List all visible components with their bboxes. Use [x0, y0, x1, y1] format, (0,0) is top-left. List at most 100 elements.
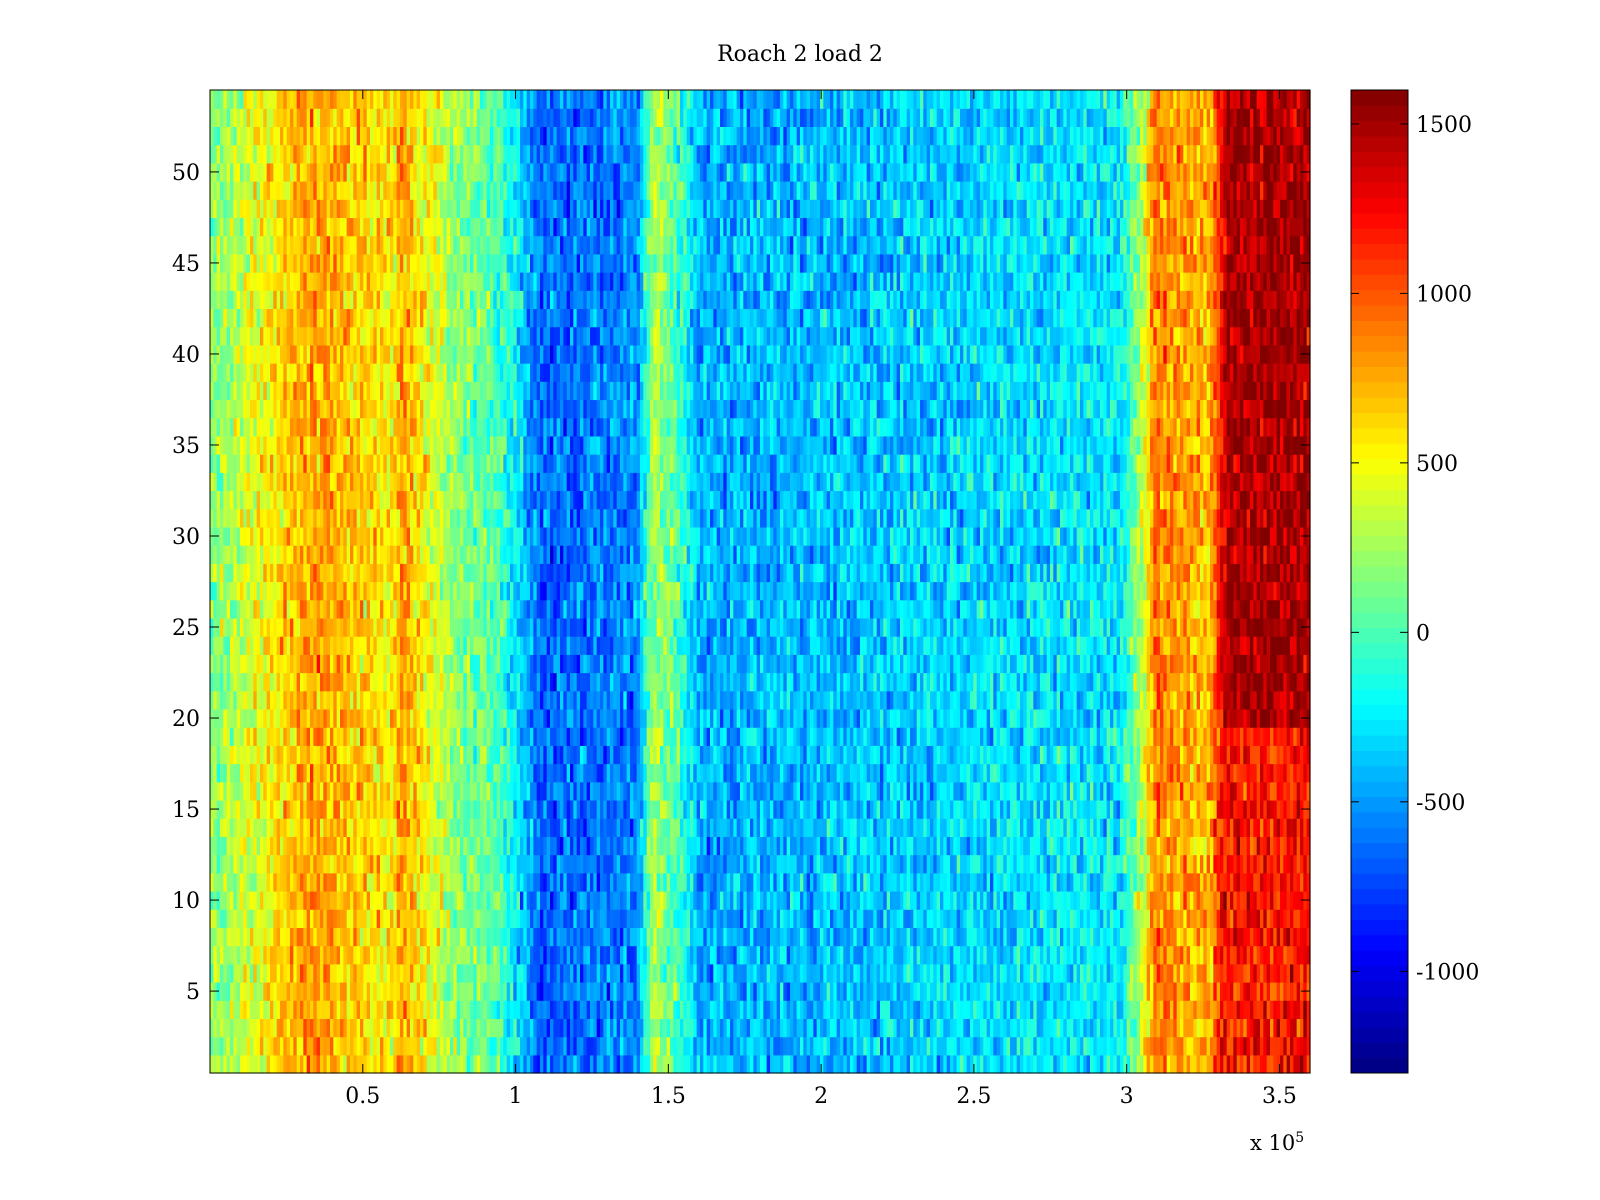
heatmap-cell [1210, 836, 1214, 856]
heatmap-cell [600, 854, 604, 874]
heatmap-cell [1036, 890, 1041, 910]
heatmap-cell [603, 872, 608, 892]
heatmap-cell [1290, 1036, 1294, 1056]
heatmap-cell [746, 1054, 751, 1074]
heatmap-cell [470, 854, 474, 874]
heatmap-cell [396, 981, 401, 1001]
heatmap-cell [1033, 890, 1038, 910]
heatmap-cell [310, 1000, 314, 1019]
heatmap-cell [293, 963, 298, 983]
heatmap-cell [840, 890, 844, 910]
heatmap-cell [846, 1018, 851, 1038]
heatmap-cell [353, 818, 358, 837]
heatmap-cell [413, 1054, 418, 1074]
heatmap-cell [506, 909, 511, 928]
heatmap-cell [376, 818, 381, 837]
heatmap-cell [666, 1000, 671, 1019]
heatmap-cell [1090, 854, 1094, 874]
heatmap-cell [1190, 890, 1194, 910]
heatmap-cell [1113, 854, 1118, 874]
heatmap-cell [930, 927, 934, 947]
heatmap-cell [1270, 1000, 1274, 1019]
heatmap-cell [323, 945, 328, 965]
heatmap-cell [976, 981, 981, 1001]
heatmap-cell [300, 945, 304, 965]
heatmap-cell [480, 854, 484, 874]
heatmap-cell [736, 1054, 741, 1074]
heatmap-cell [1276, 927, 1281, 947]
heatmap-cell [386, 945, 391, 965]
heatmap-cell [683, 981, 688, 1001]
heatmap-cell [353, 927, 358, 947]
heatmap-cell [493, 945, 498, 965]
heatmap-cell [430, 1036, 434, 1056]
heatmap-cell [1116, 927, 1121, 947]
heatmap-cell [956, 1018, 961, 1038]
heatmap-cell [880, 1054, 884, 1074]
heatmap-cell [1236, 963, 1241, 983]
heatmap-cell [903, 836, 908, 856]
heatmap-cell [526, 909, 531, 928]
heatmap-cell [606, 1000, 611, 1019]
heatmap-cell [560, 1000, 564, 1019]
heatmap-cell [1026, 872, 1031, 892]
heatmap-cell [246, 1036, 251, 1056]
heatmap-cell [303, 890, 308, 910]
heatmap-cell [400, 1018, 404, 1038]
heatmap-cell [860, 963, 864, 983]
heatmap-cell [1110, 909, 1114, 928]
heatmap-cell [273, 1054, 278, 1074]
heatmap-cell [916, 1054, 921, 1074]
heatmap-cell [813, 1018, 818, 1038]
heatmap-cell [336, 981, 341, 1001]
heatmap-cell [1253, 981, 1258, 1001]
heatmap-cell [300, 872, 304, 892]
heatmap-cell [1013, 945, 1018, 965]
heatmap-cell [750, 963, 754, 983]
heatmap-cell [903, 963, 908, 983]
heatmap-cell [336, 872, 341, 892]
heatmap-cell [623, 836, 628, 856]
heatmap-cell [906, 836, 911, 856]
heatmap-cell [316, 1036, 321, 1056]
heatmap-cell [1263, 1018, 1268, 1038]
heatmap-cell [1003, 1036, 1008, 1056]
heatmap-cell [956, 1054, 961, 1074]
heatmap-cell [983, 854, 988, 874]
heatmap-cell [793, 836, 798, 856]
heatmap-cell [900, 963, 904, 983]
heatmap-cell [493, 1018, 498, 1038]
heatmap-cell [946, 854, 951, 874]
heatmap-cell [213, 1036, 218, 1056]
heatmap-cell [980, 836, 984, 856]
heatmap-cell [830, 1000, 834, 1019]
heatmap-cell [733, 1054, 738, 1074]
heatmap-cell [270, 927, 274, 947]
heatmap-cell [586, 981, 591, 1001]
heatmap-cell [1016, 1018, 1021, 1038]
heatmap-cell [493, 909, 498, 928]
heatmap-cell [1270, 963, 1274, 983]
heatmap-cell [306, 945, 311, 965]
heatmap-cell [466, 927, 471, 947]
heatmap-cell [686, 981, 691, 1001]
heatmap-cell [866, 854, 871, 874]
heatmap-cell [286, 945, 291, 965]
heatmap-cell [1026, 890, 1031, 910]
heatmap-cell [450, 854, 454, 874]
heatmap-cell [663, 909, 668, 928]
heatmap-cell [510, 963, 514, 983]
heatmap-cell [983, 1036, 988, 1056]
heatmap-cell [1083, 909, 1088, 928]
heatmap-cell [603, 1054, 608, 1074]
heatmap-cell [740, 890, 744, 910]
heatmap-cell [726, 872, 731, 892]
heatmap-cell [593, 945, 598, 965]
heatmap-cell [800, 1000, 804, 1019]
heatmap-cell [736, 927, 741, 947]
heatmap-cell [243, 981, 248, 1001]
heatmap-cell [236, 836, 241, 856]
heatmap-cell [1183, 854, 1188, 874]
heatmap-cell [870, 981, 874, 1001]
